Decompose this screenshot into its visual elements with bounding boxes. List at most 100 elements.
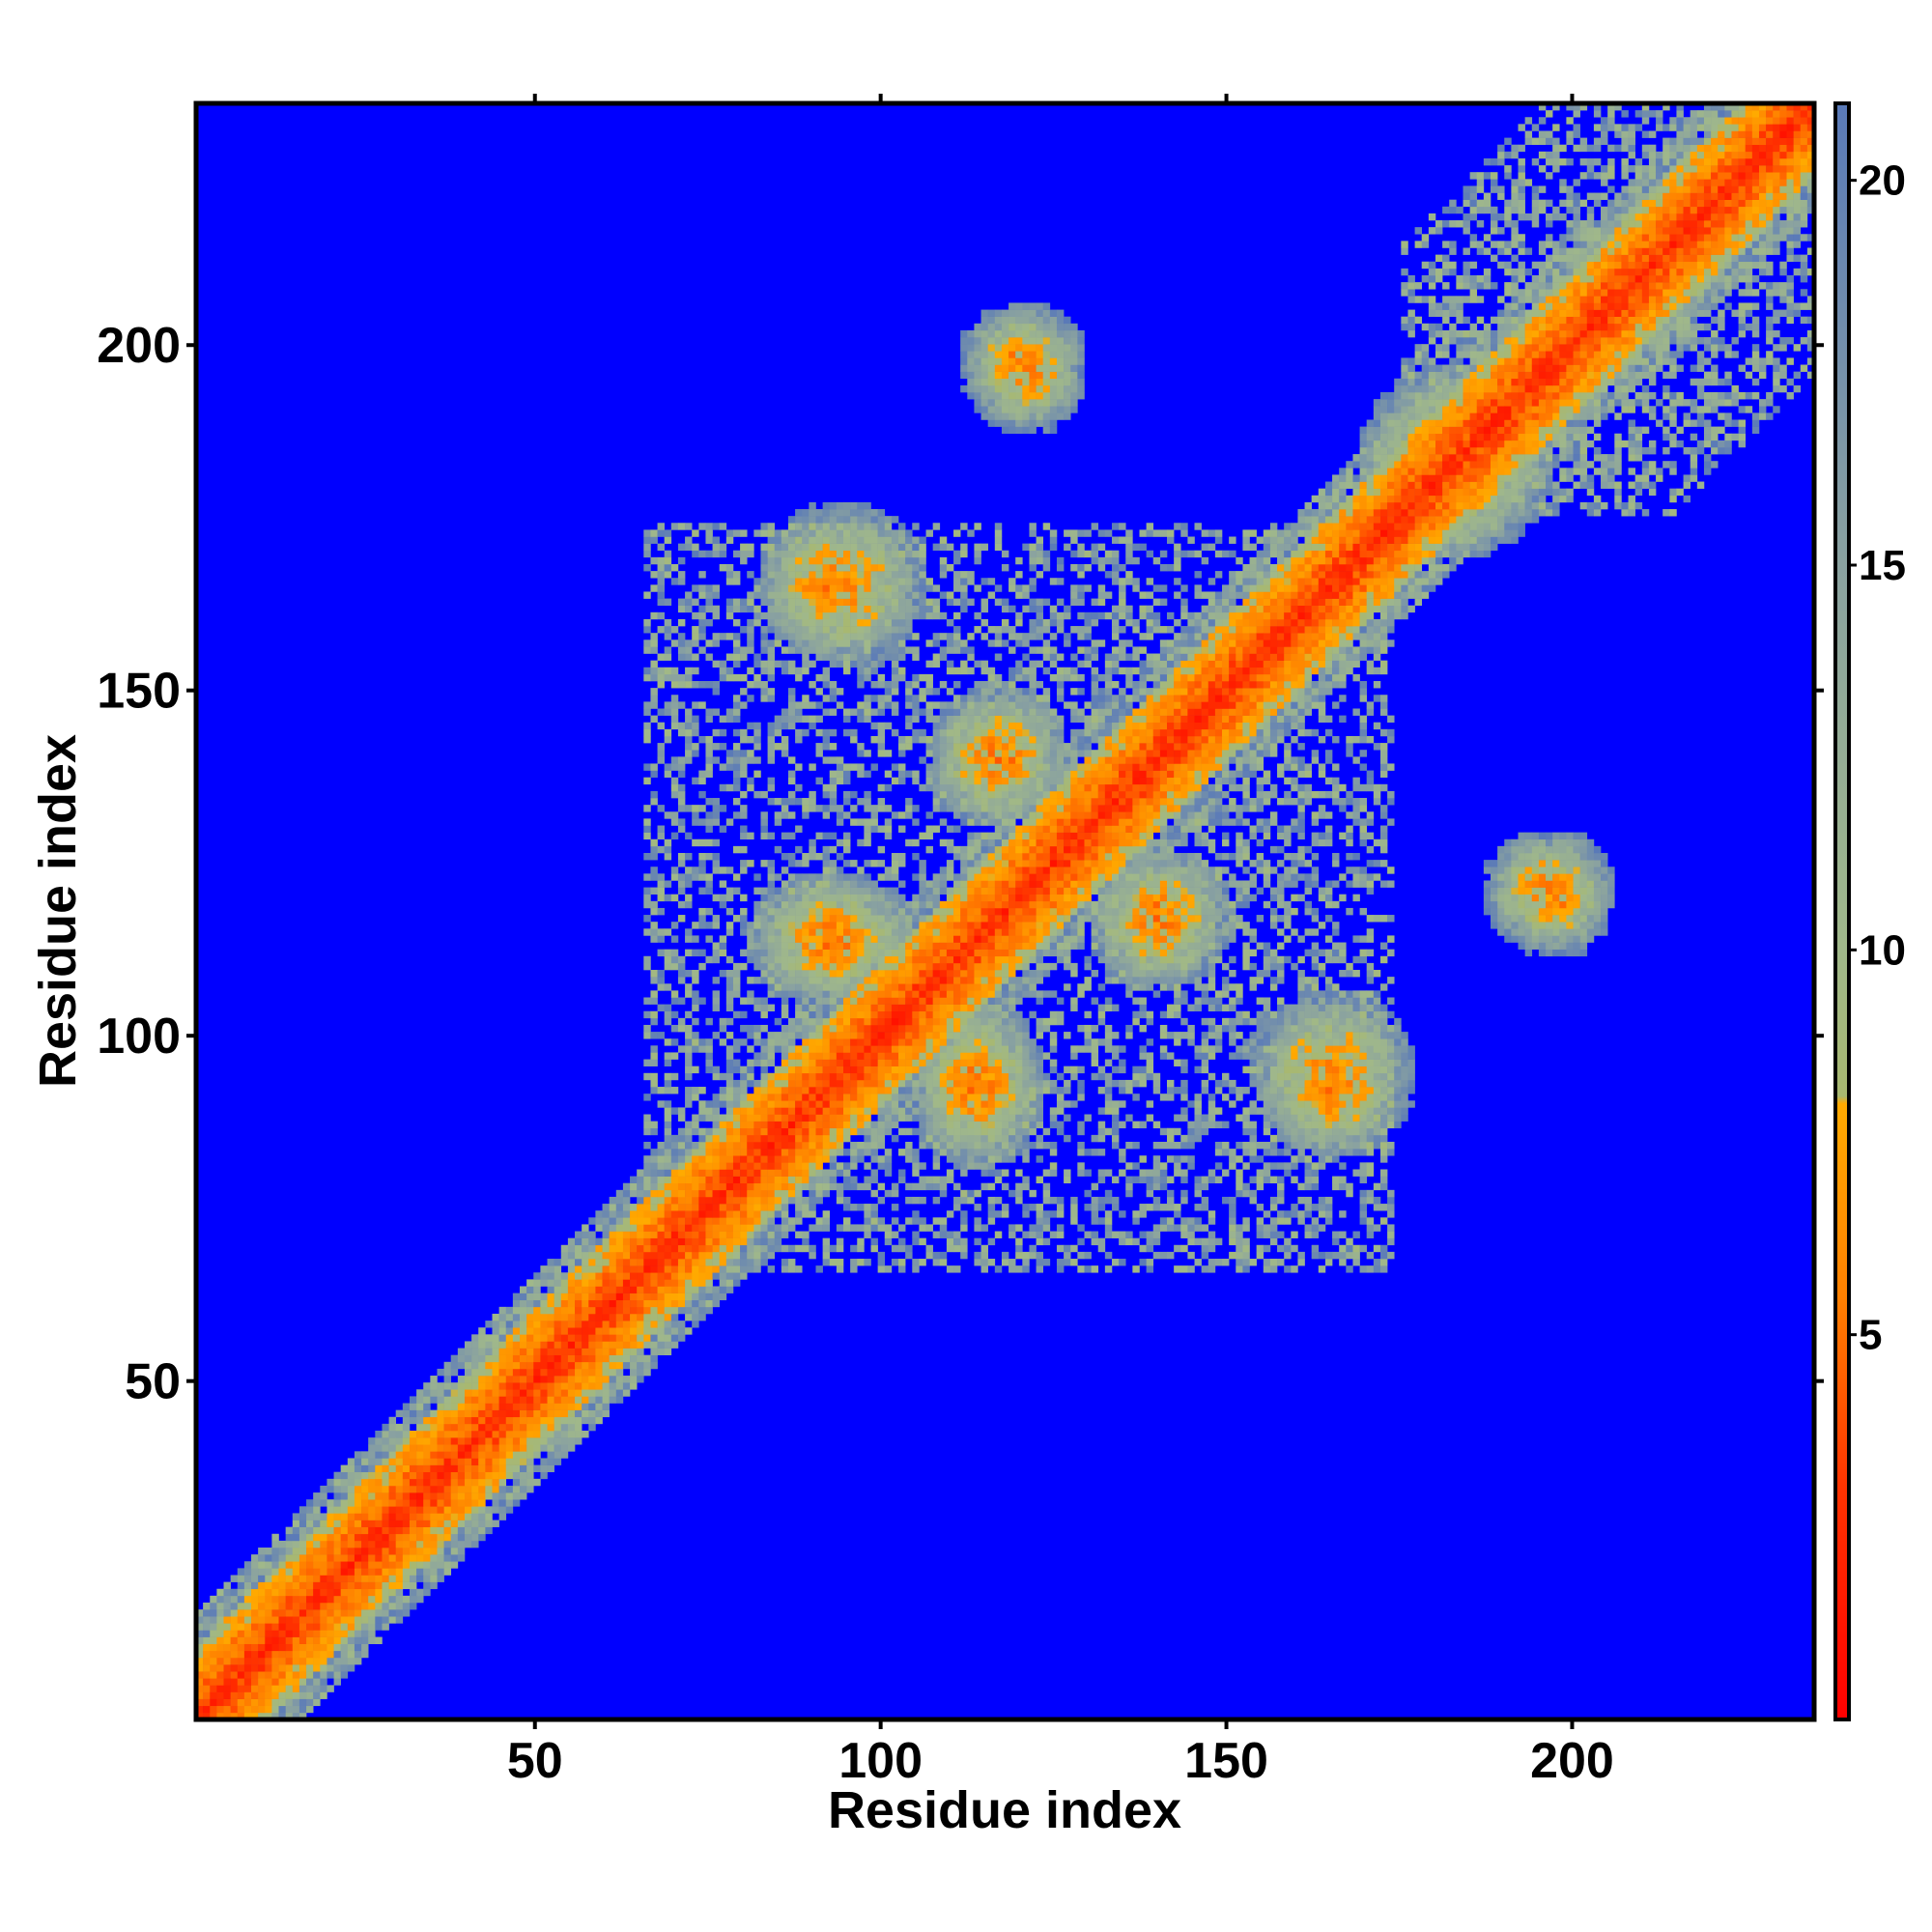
- heatmap-cell: [1249, 1189, 1257, 1198]
- heatmap-cell: [354, 1581, 362, 1590]
- heatmap-cell: [685, 1237, 693, 1246]
- heatmap-cell: [857, 1259, 865, 1266]
- heatmap-cell: [437, 1499, 444, 1507]
- heatmap-cell: [368, 1595, 376, 1604]
- heatmap-cell: [471, 1368, 479, 1377]
- heatmap-cell: [388, 1575, 396, 1582]
- heatmap-cell: [251, 1588, 259, 1597]
- heatmap-cell: [939, 1224, 948, 1232]
- heatmap-cell: [850, 1176, 858, 1184]
- heatmap-cell: [1373, 1265, 1381, 1273]
- heatmap-cell: [787, 1052, 796, 1060]
- heatmap-cell: [320, 1657, 327, 1665]
- heatmap-cell: [802, 1162, 810, 1170]
- heatmap-cell: [1229, 1155, 1236, 1163]
- heatmap-cell: [685, 852, 693, 861]
- heatmap-cell: [829, 1149, 838, 1156]
- heatmap-cell: [712, 550, 720, 558]
- heatmap-cell: [251, 1712, 259, 1720]
- heatmap-cell: [464, 1526, 472, 1535]
- heatmap-cell: [1339, 1149, 1347, 1156]
- heatmap-cell: [567, 1354, 576, 1363]
- heatmap-cell: [588, 1396, 596, 1404]
- heatmap-cell: [258, 1554, 266, 1562]
- heatmap-cell: [1394, 1114, 1402, 1122]
- heatmap-cell: [485, 1409, 493, 1418]
- heatmap-cell: [753, 1244, 761, 1253]
- heatmap-cell: [450, 1526, 459, 1535]
- heatmap-cell: [657, 1313, 665, 1321]
- heatmap-cell: [347, 1602, 355, 1610]
- heatmap-cell: [354, 1485, 362, 1493]
- heatmap-cell: [753, 1204, 761, 1211]
- heatmap-cell: [292, 1533, 300, 1542]
- heatmap-cell: [1359, 1204, 1367, 1211]
- heatmap-cell: [692, 626, 699, 634]
- heatmap-cell: [643, 1010, 651, 1019]
- heatmap-cell: [725, 1134, 734, 1143]
- heatmap-cell: [575, 1272, 582, 1280]
- heatmap-cell: [1036, 1265, 1043, 1273]
- heatmap-cell: [1366, 1141, 1375, 1150]
- heatmap-cell: [285, 1630, 294, 1637]
- heatmap-cell: [685, 1244, 693, 1253]
- heatmap-cell: [747, 667, 754, 675]
- heatmap-cell: [747, 639, 754, 647]
- heatmap-cell: [1297, 1182, 1305, 1191]
- heatmap-cell: [554, 1334, 562, 1342]
- heatmap-cell: [547, 1464, 554, 1473]
- heatmap-cell: [705, 955, 713, 964]
- heatmap-cell: [1104, 1169, 1113, 1177]
- heatmap-cell: [685, 949, 693, 957]
- heatmap-cell: [774, 1087, 782, 1094]
- heatmap-cell: [781, 529, 789, 537]
- heatmap-cell: [409, 1485, 417, 1493]
- heatmap-cell: [512, 1334, 521, 1342]
- heatmap-cell: [795, 578, 803, 585]
- heatmap-cell: [650, 1127, 658, 1136]
- heatmap-cell: [870, 1094, 878, 1101]
- heatmap-cell: [829, 1134, 838, 1143]
- heatmap-cell: [760, 942, 768, 950]
- heatmap-cell: [802, 1079, 810, 1088]
- heatmap-cell: [437, 1478, 444, 1487]
- heatmap-cell: [416, 1499, 424, 1507]
- heatmap-cell: [657, 1299, 665, 1308]
- heatmap-cell: [520, 1341, 527, 1349]
- heatmap-cell: [677, 1176, 686, 1184]
- heatmap-cell: [1214, 1121, 1223, 1129]
- heatmap-cell: [430, 1431, 438, 1438]
- heatmap-cell: [692, 1265, 699, 1273]
- heatmap-cell: [712, 805, 720, 812]
- heatmap-cell: [450, 1458, 459, 1465]
- heatmap-cell: [278, 1657, 286, 1665]
- heatmap-cell: [987, 1149, 996, 1156]
- heatmap-cell: [650, 1149, 658, 1156]
- heatmap-cell: [609, 1348, 617, 1355]
- heatmap-cell: [795, 536, 803, 544]
- heatmap-cell: [677, 1149, 686, 1156]
- heatmap-cell: [712, 949, 720, 957]
- heatmap-cell: [815, 673, 823, 682]
- heatmap-cell: [478, 1431, 486, 1438]
- heatmap-cell: [657, 1204, 665, 1211]
- heatmap-cell: [278, 1609, 286, 1617]
- heatmap-cell: [1269, 1121, 1278, 1129]
- heatmap-cell: [347, 1636, 355, 1644]
- heatmap-cell: [664, 1100, 672, 1108]
- heatmap-cell: [767, 900, 776, 909]
- heatmap-cell: [1324, 1127, 1333, 1136]
- heatmap-cell: [712, 1244, 720, 1253]
- heatmap-cell: [278, 1554, 286, 1562]
- heatmap-cell: [767, 1210, 776, 1218]
- heatmap-cell: [526, 1423, 534, 1432]
- heatmap-cell: [547, 1437, 554, 1445]
- heatmap-cell: [919, 1121, 926, 1129]
- heatmap-cell: [1311, 1149, 1320, 1156]
- heatmap-cell: [657, 1217, 665, 1225]
- heatmap-cell: [1022, 1114, 1030, 1122]
- heatmap-cell: [595, 1224, 603, 1232]
- heatmap-cell: [643, 543, 651, 552]
- heatmap-cell: [664, 1210, 672, 1218]
- heatmap-cell: [285, 1581, 294, 1590]
